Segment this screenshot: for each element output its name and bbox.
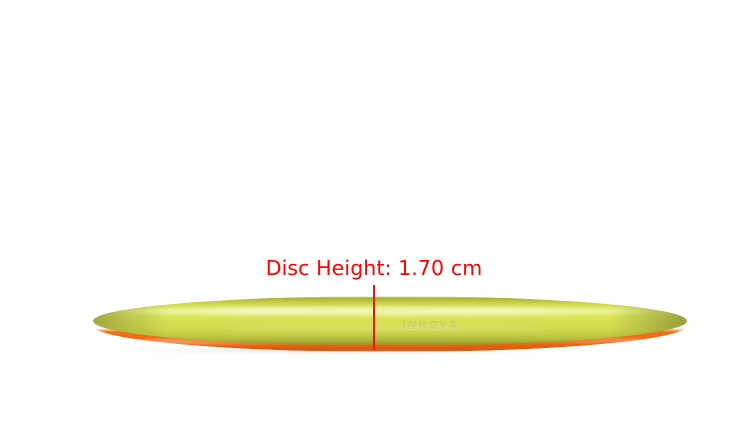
disc-contact-shadow (110, 348, 580, 353)
height-annotation-label: Disc Height: 1.70 cm (0, 256, 750, 280)
height-annotation-text: Disc Height: 1.70 cm (265, 256, 483, 280)
disc-mid-rim: INNOVA (93, 296, 687, 346)
disc-object: INNOVA (93, 285, 687, 353)
height-measure-line (373, 285, 375, 350)
mid-rim-specular-highlight (116, 307, 664, 315)
mid-rim-lower-highlight (152, 326, 628, 331)
